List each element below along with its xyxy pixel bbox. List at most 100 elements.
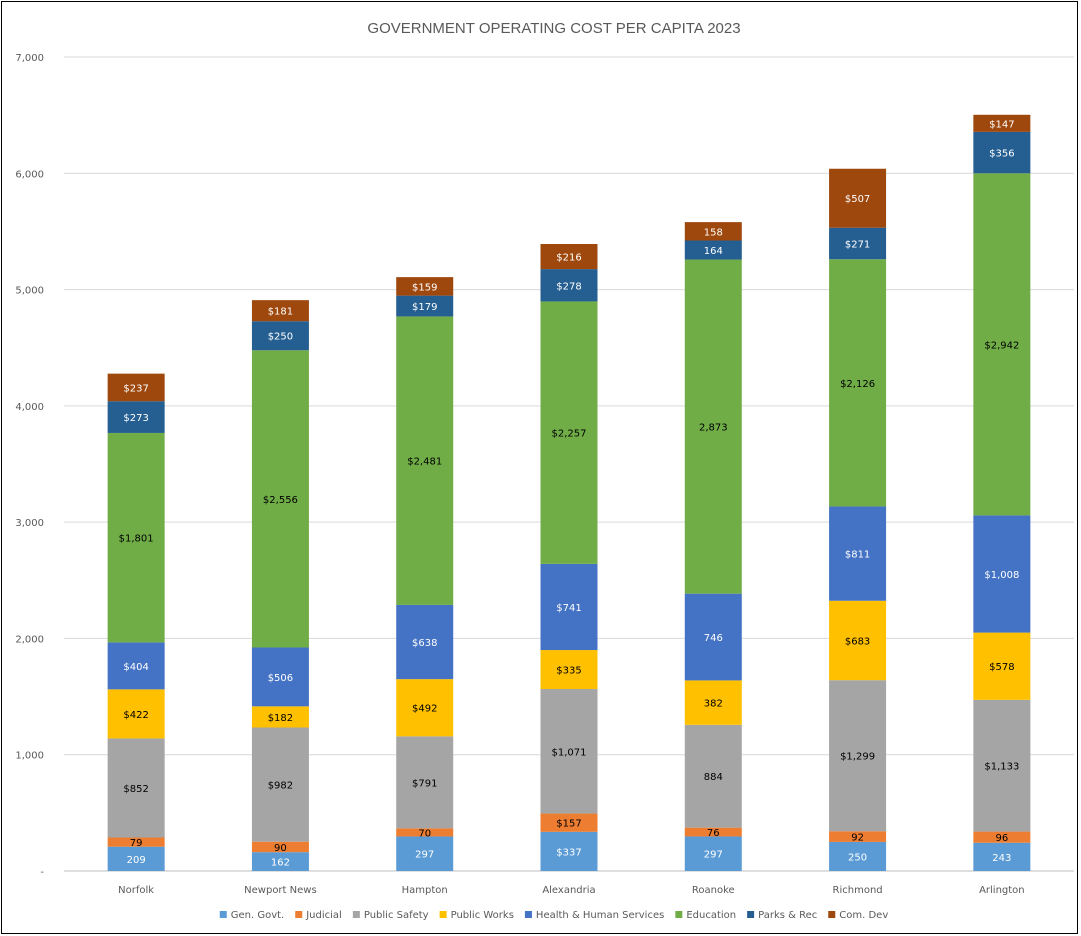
legend-item: Public Works <box>439 910 514 921</box>
bar-segment <box>107 401 165 433</box>
bar-segment <box>396 277 454 296</box>
data-label: $982 <box>268 781 293 792</box>
data-label: $159 <box>412 282 437 293</box>
data-label: $791 <box>412 778 437 789</box>
data-label: $852 <box>123 784 148 795</box>
legend-item: Parks & Rec <box>747 910 817 921</box>
chart-title: GOVERNMENT OPERATING COST PER CAPITA 202… <box>367 20 740 37</box>
data-label: 297 <box>704 850 723 861</box>
legend-label: Gen. Govt. <box>231 910 284 921</box>
bar-segment <box>829 259 887 507</box>
bar-segment <box>973 831 1031 843</box>
data-labels: 209 79 $852 $422 $404 $1,801 $273 $237 162 90 $982… <box>119 119 1020 868</box>
bar-segment <box>540 301 598 564</box>
data-label: $147 <box>989 119 1014 130</box>
data-label: 746 <box>704 633 723 644</box>
legend-item: Education <box>675 910 736 921</box>
data-label: $2,126 <box>840 379 875 390</box>
bar-segment <box>396 736 454 829</box>
bar-segment <box>684 593 742 681</box>
bar-segment <box>396 604 454 680</box>
bar-segment <box>829 680 887 832</box>
legend-label: Com. Dev <box>839 910 888 921</box>
bar-segment <box>107 432 165 643</box>
legend-swatch <box>747 911 755 918</box>
x-category-label: Richmond <box>833 885 883 896</box>
data-label: 382 <box>704 699 723 710</box>
data-label: $1,299 <box>840 752 875 763</box>
bar-segment <box>540 831 598 871</box>
legend-item: Gen. Govt. <box>219 910 284 921</box>
x-category-label: Alexandria <box>542 885 595 896</box>
data-label: $741 <box>556 603 581 614</box>
data-label: $271 <box>845 239 870 250</box>
bar-segment <box>540 243 598 270</box>
bar-segment <box>107 689 165 739</box>
data-label: $638 <box>412 638 437 649</box>
bar-segment <box>540 689 598 814</box>
bar-segment <box>684 827 742 837</box>
legend-label: Education <box>686 910 736 921</box>
data-label: $278 <box>556 281 581 292</box>
data-label: $492 <box>412 704 437 715</box>
data-label: 162 <box>271 858 290 869</box>
bar-segment <box>973 515 1031 633</box>
data-label: $273 <box>123 413 148 424</box>
data-label: $578 <box>989 662 1014 673</box>
data-label: $182 <box>268 713 293 724</box>
bar-segment <box>684 222 742 241</box>
bar-segment <box>107 642 165 690</box>
data-label: $1,133 <box>984 762 1019 773</box>
bar-segment <box>684 836 742 871</box>
data-label: 2,873 <box>699 423 728 434</box>
y-axis-tick-labels: - 1,000 2,000 3,000 4,000 5,000 6,000 7,000 <box>15 53 44 878</box>
bar-segment <box>251 300 309 322</box>
legend-swatch <box>675 911 683 918</box>
bar-segment <box>251 852 309 871</box>
legend-swatch <box>352 911 360 918</box>
data-label: $1,008 <box>984 570 1019 581</box>
data-label: $422 <box>123 710 148 721</box>
bar-segment <box>251 841 309 853</box>
bar-segment <box>396 828 454 837</box>
legend-label: Public Safety <box>364 910 429 921</box>
bar-segment <box>973 699 1031 832</box>
bar-segment <box>540 813 598 832</box>
data-label: $2,257 <box>552 429 587 440</box>
legend-label: Judicial <box>305 910 342 921</box>
legend-item: Judicial <box>295 910 342 921</box>
bar-segment <box>973 842 1031 871</box>
data-label: $404 <box>123 662 148 673</box>
data-label: $356 <box>989 149 1014 160</box>
x-category-label: Hampton <box>402 885 448 896</box>
bar-segment <box>540 269 598 302</box>
y-tick-label: 2,000 <box>15 634 44 645</box>
bar-segment <box>829 168 887 228</box>
legend: Gen. Govt. Judicial Public Safety Public Wo… <box>219 910 888 921</box>
data-label: $337 <box>556 847 581 858</box>
data-label: $179 <box>412 302 437 313</box>
legend-swatch <box>524 911 532 918</box>
data-label: $811 <box>845 550 870 561</box>
data-label: $507 <box>845 194 870 205</box>
data-label: 164 <box>704 246 723 257</box>
data-label: 884 <box>704 772 723 783</box>
bar-segment <box>251 321 309 351</box>
data-label: $157 <box>556 819 581 830</box>
y-tick-label: 6,000 <box>15 169 44 180</box>
bar-segment <box>107 738 165 838</box>
bars <box>107 114 1031 871</box>
data-label: $683 <box>845 636 870 647</box>
bar-segment <box>829 831 887 842</box>
y-tick-label: 3,000 <box>15 518 44 529</box>
bar-segment <box>684 680 742 725</box>
legend-item: Public Safety <box>352 910 429 921</box>
data-label: $237 <box>123 383 148 394</box>
bar-segment <box>251 350 309 648</box>
data-label: 76 <box>707 828 720 839</box>
y-tick-label: 7,000 <box>15 53 44 64</box>
data-label: $506 <box>268 673 293 684</box>
data-label: 297 <box>415 850 434 861</box>
